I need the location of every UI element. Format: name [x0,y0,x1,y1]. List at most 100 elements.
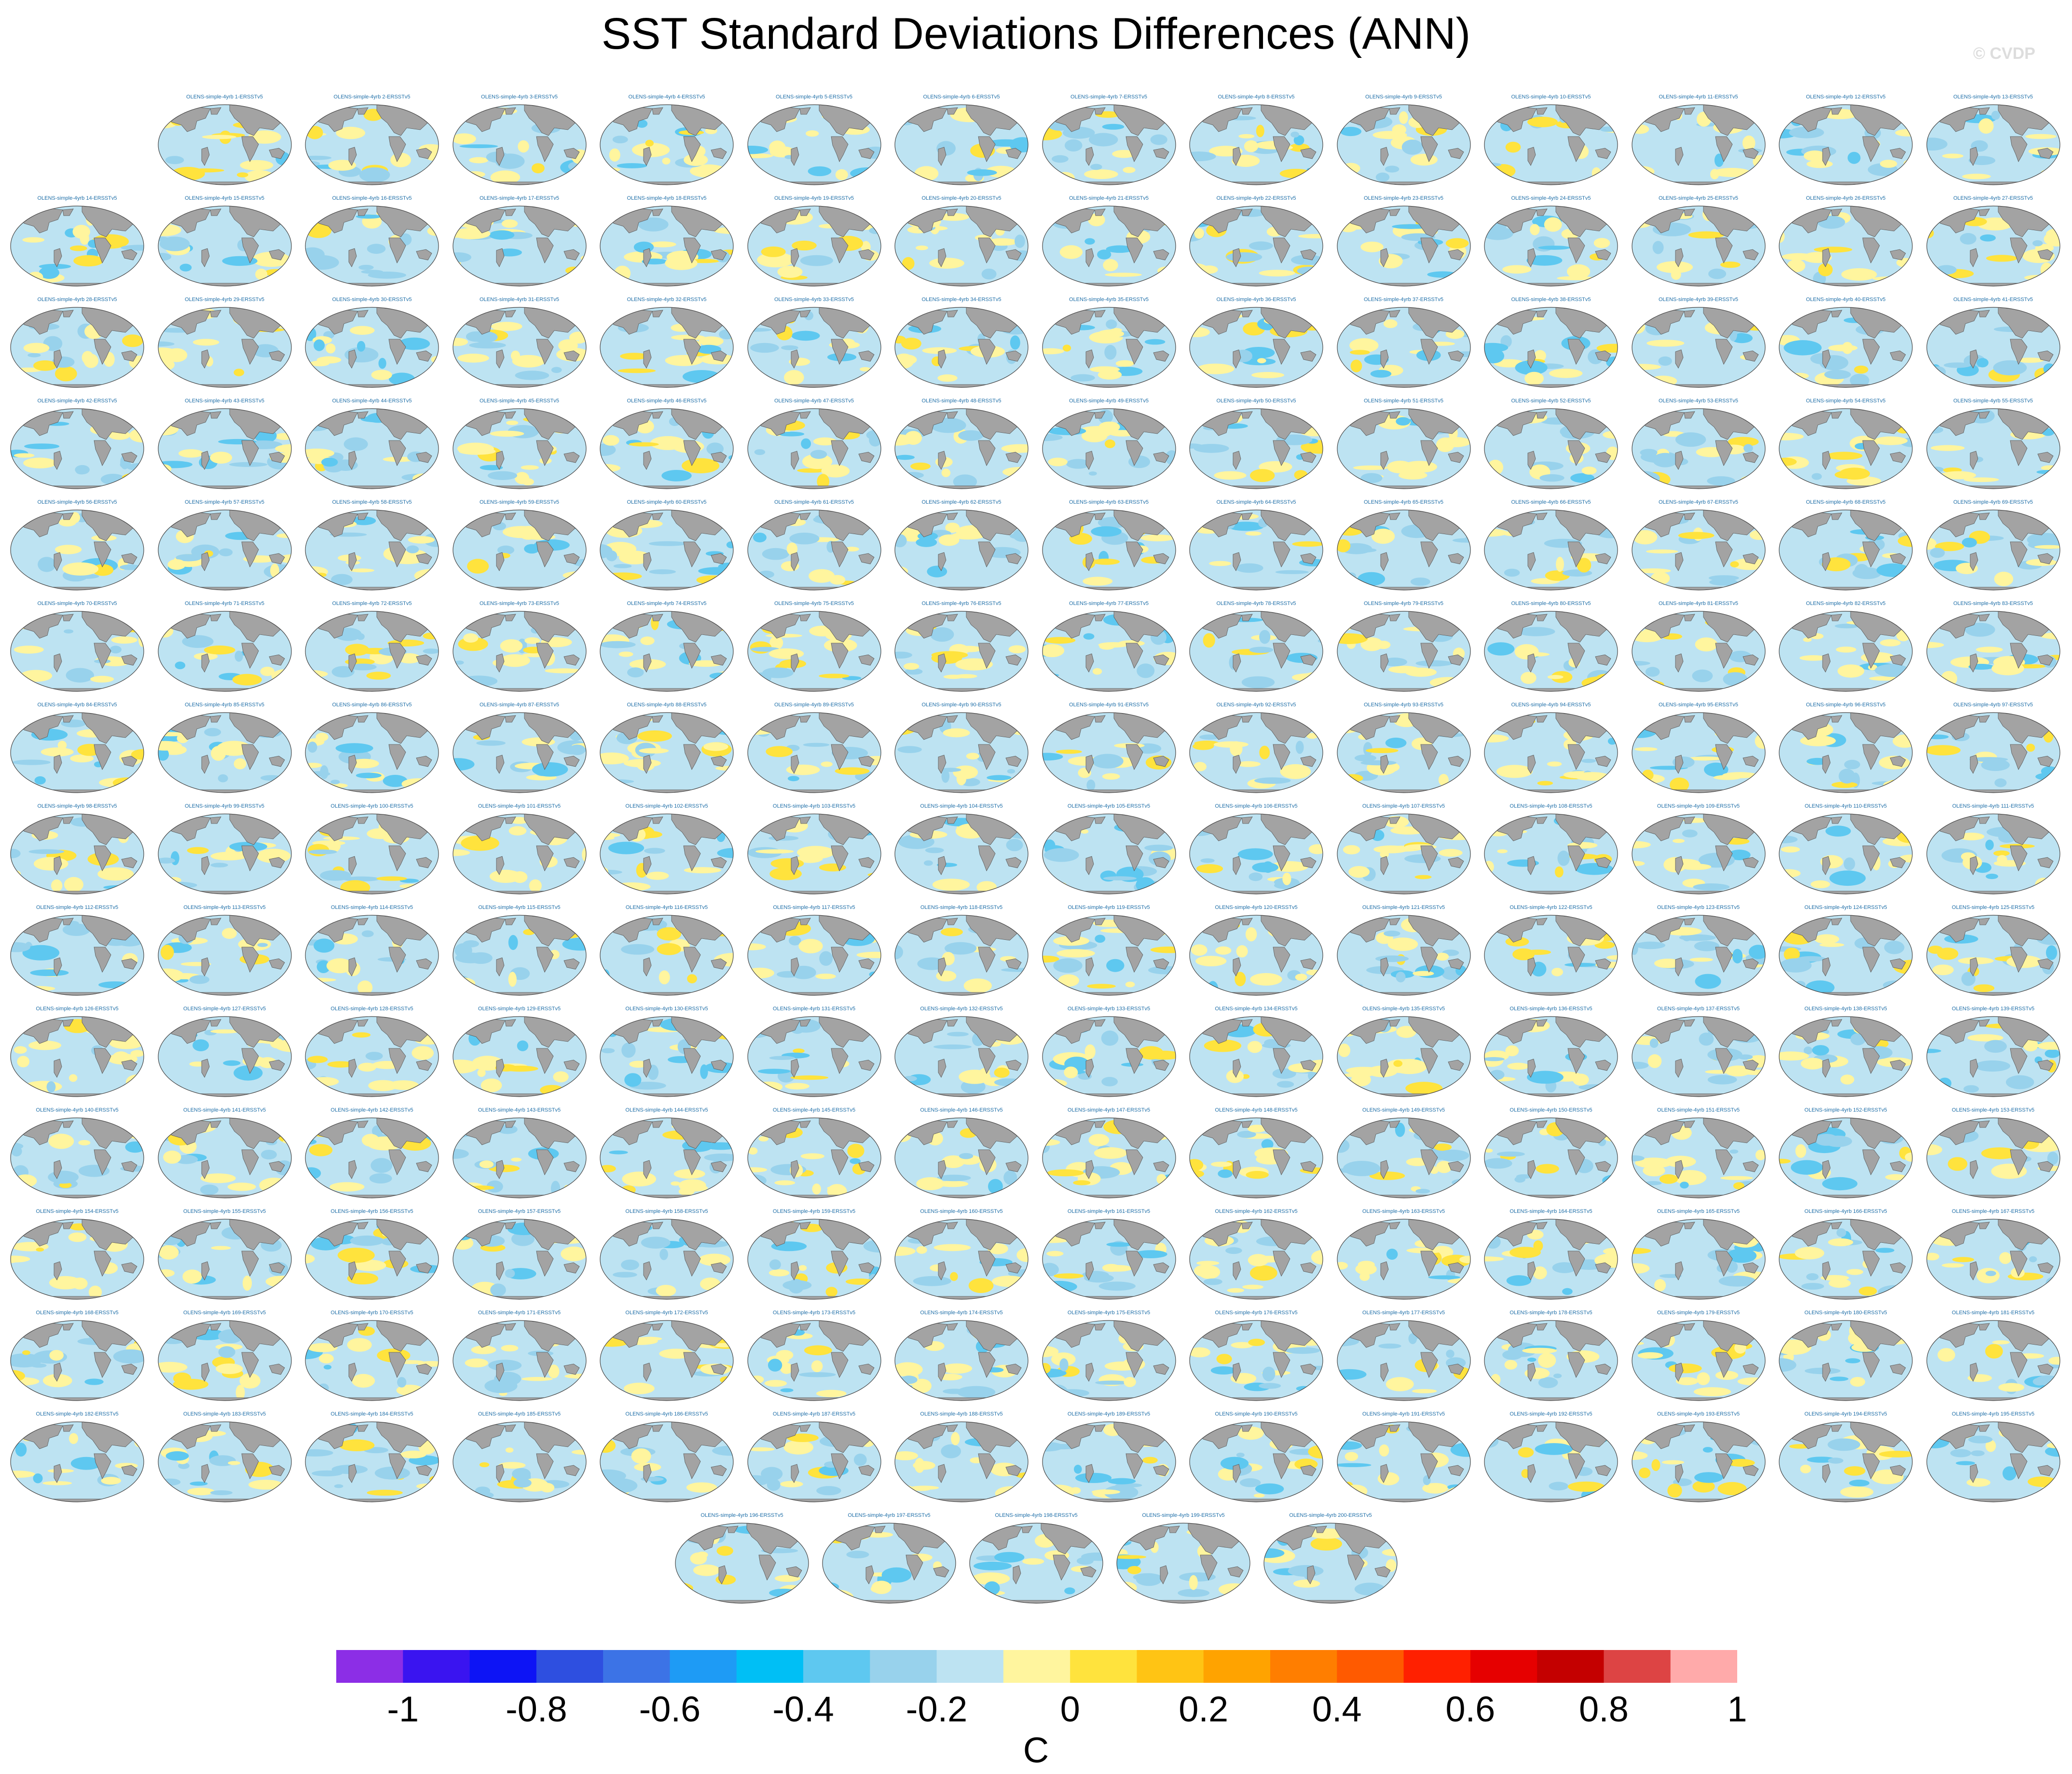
map-panel: OLENS-simple-4yrb 79-ERSSTv5 [1331,601,1476,702]
map-panel: OLENS-simple-4yrb 147-ERSSTv5 [1037,1107,1181,1209]
world-map [1336,1421,1471,1502]
colorbar-segment [1337,1650,1404,1683]
map-panel: OLENS-simple-4yrb 168-ERSSTv5 [5,1310,150,1411]
map-panel: OLENS-simple-4yrb 59-ERSSTv5 [447,499,592,601]
map-panel: OLENS-simple-4yrb 143-ERSSTv5 [447,1107,592,1209]
world-map [1042,509,1176,591]
panel-title: OLENS-simple-4yrb 11-ERSSTv5 [1659,94,1738,100]
panel-title: OLENS-simple-4yrb 112-ERSSTv5 [36,905,119,910]
map-panel: OLENS-simple-4yrb 46-ERSSTv5 [594,398,739,499]
map-panel: OLENS-simple-4yrb 26-ERSSTv5 [1773,195,1918,297]
map-panel: OLENS-simple-4yrb 178-ERSSTv5 [1479,1310,1623,1411]
colorbar-tick-label: 0.6 [1445,1689,1496,1729]
map-panel: OLENS-simple-4yrb 98-ERSSTv5 [5,803,150,905]
map-panel: OLENS-simple-4yrb 57-ERSSTv5 [152,499,297,601]
map-panel: OLENS-simple-4yrb 81-ERSSTv5 [1626,601,1771,702]
panel-title: OLENS-simple-4yrb 120-ERSSTv5 [1215,905,1298,910]
world-map [1042,1016,1176,1097]
map-panel: OLENS-simple-4yrb 195-ERSSTv5 [1921,1411,2066,1513]
map-panel: OLENS-simple-4yrb 161-ERSSTv5 [1037,1209,1181,1310]
world-map [1484,1421,1618,1502]
map-panel: OLENS-simple-4yrb 146-ERSSTv5 [889,1107,1034,1209]
panel-title: OLENS-simple-4yrb 193-ERSSTv5 [1657,1411,1740,1417]
world-map [10,1117,144,1198]
world-map [1926,1016,2060,1097]
map-panel: OLENS-simple-4yrb 120-ERSSTv5 [1184,905,1329,1006]
world-map [600,1117,734,1198]
map-panel: OLENS-simple-4yrb 151-ERSSTv5 [1626,1107,1771,1209]
world-map [452,206,587,287]
map-panel: OLENS-simple-4yrb 119-ERSSTv5 [1037,905,1181,1006]
world-map [1779,408,1913,489]
map-panel: OLENS-simple-4yrb 171-ERSSTv5 [447,1310,592,1411]
panel-title: OLENS-simple-4yrb 84-ERSSTv5 [37,702,117,708]
panel-title: OLENS-simple-4yrb 16-ERSSTv5 [332,195,412,201]
panel-title: OLENS-simple-4yrb 180-ERSSTv5 [1804,1310,1887,1316]
map-panel: OLENS-simple-4yrb 86-ERSSTv5 [300,702,444,803]
panel-title: OLENS-simple-4yrb 199-ERSSTv5 [1142,1513,1225,1518]
panel-title: OLENS-simple-4yrb 76-ERSSTv5 [921,601,1002,606]
panel-title: OLENS-simple-4yrb 130-ERSSTv5 [625,1006,708,1012]
world-map [305,1421,439,1502]
map-panel: OLENS-simple-4yrb 173-ERSSTv5 [742,1310,887,1411]
world-map [1189,1320,1323,1401]
map-panel: OLENS-simple-4yrb 169-ERSSTv5 [152,1310,297,1411]
map-panel: OLENS-simple-4yrb 160-ERSSTv5 [889,1209,1034,1310]
panel-title: OLENS-simple-4yrb 148-ERSSTv5 [1215,1107,1298,1113]
panel-title: OLENS-simple-4yrb 75-ERSSTv5 [774,601,854,606]
panel-title: OLENS-simple-4yrb 74-ERSSTv5 [627,601,707,606]
map-panel: OLENS-simple-4yrb 200-ERSSTv5 [1258,1513,1403,1614]
map-panel: OLENS-simple-4yrb 99-ERSSTv5 [152,803,297,905]
world-map [1631,1016,1766,1097]
world-map [1926,1320,2060,1401]
world-map [452,712,587,793]
map-panel: OLENS-simple-4yrb 78-ERSSTv5 [1184,601,1329,702]
panel-title: OLENS-simple-4yrb 72-ERSSTv5 [332,601,412,606]
panel-title: OLENS-simple-4yrb 185-ERSSTv5 [478,1411,561,1417]
colorbar-segment [1203,1650,1271,1683]
panel-title: OLENS-simple-4yrb 117-ERSSTv5 [773,905,855,910]
panel-title: OLENS-simple-4yrb 146-ERSSTv5 [920,1107,1003,1113]
map-panel: OLENS-simple-4yrb 144-ERSSTv5 [594,1107,739,1209]
panel-title: OLENS-simple-4yrb 142-ERSSTv5 [330,1107,413,1113]
panel-title: OLENS-simple-4yrb 80-ERSSTv5 [1511,601,1591,606]
panel-title: OLENS-simple-4yrb 95-ERSSTv5 [1658,702,1739,708]
panel-title: OLENS-simple-4yrb 159-ERSSTv5 [772,1209,856,1214]
map-panel: OLENS-simple-4yrb 158-ERSSTv5 [594,1209,739,1310]
panel-title: OLENS-simple-4yrb 45-ERSSTv5 [479,398,560,404]
world-map [894,813,1029,894]
panel-title: OLENS-simple-4yrb 36-ERSSTv5 [1216,297,1296,303]
world-map [1042,206,1176,287]
map-panel: OLENS-simple-4yrb 18-ERSSTv5 [594,195,739,297]
world-map [452,1320,587,1401]
map-panel: OLENS-simple-4yrb 44-ERSSTv5 [300,398,444,499]
world-map [894,1117,1029,1198]
panel-title: OLENS-simple-4yrb 60-ERSSTv5 [627,499,707,505]
panel-title: OLENS-simple-4yrb 55-ERSSTv5 [1953,398,2033,404]
panel-title: OLENS-simple-4yrb 93-ERSSTv5 [1363,702,1444,708]
world-map [1631,915,1766,996]
panel-title: OLENS-simple-4yrb 109-ERSSTv5 [1657,803,1740,809]
map-panel: OLENS-simple-4yrb 164-ERSSTv5 [1479,1209,1623,1310]
map-panel: OLENS-simple-4yrb 199-ERSSTv5 [1111,1513,1256,1614]
world-map [1042,307,1176,388]
map-panel: OLENS-simple-4yrb 40-ERSSTv5 [1773,297,1918,398]
map-panel: OLENS-simple-4yrb 25-ERSSTv5 [1626,195,1771,297]
panel-title: OLENS-simple-4yrb 94-ERSSTv5 [1511,702,1591,708]
panel-title: OLENS-simple-4yrb 5-ERSSTv5 [776,94,852,100]
panel-title: OLENS-simple-4yrb 34-ERSSTv5 [921,297,1002,303]
world-map [747,1219,881,1300]
map-panel: OLENS-simple-4yrb 96-ERSSTv5 [1773,702,1918,803]
world-map [452,509,587,591]
map-panel: OLENS-simple-4yrb 153-ERSSTv5 [1921,1107,2066,1209]
map-panel: OLENS-simple-4yrb 84-ERSSTv5 [5,702,150,803]
map-panel: OLENS-simple-4yrb 90-ERSSTv5 [889,702,1034,803]
map-panel: OLENS-simple-4yrb 37-ERSSTv5 [1331,297,1476,398]
panel-title: OLENS-simple-4yrb 83-ERSSTv5 [1953,601,2033,606]
world-map [452,104,587,185]
world-map [1042,1320,1176,1401]
world-map [305,307,439,388]
panel-title: OLENS-simple-4yrb 190-ERSSTv5 [1215,1411,1298,1417]
panel-title: OLENS-simple-4yrb 147-ERSSTv5 [1067,1107,1151,1113]
map-panel: OLENS-simple-4yrb 64-ERSSTv5 [1184,499,1329,601]
